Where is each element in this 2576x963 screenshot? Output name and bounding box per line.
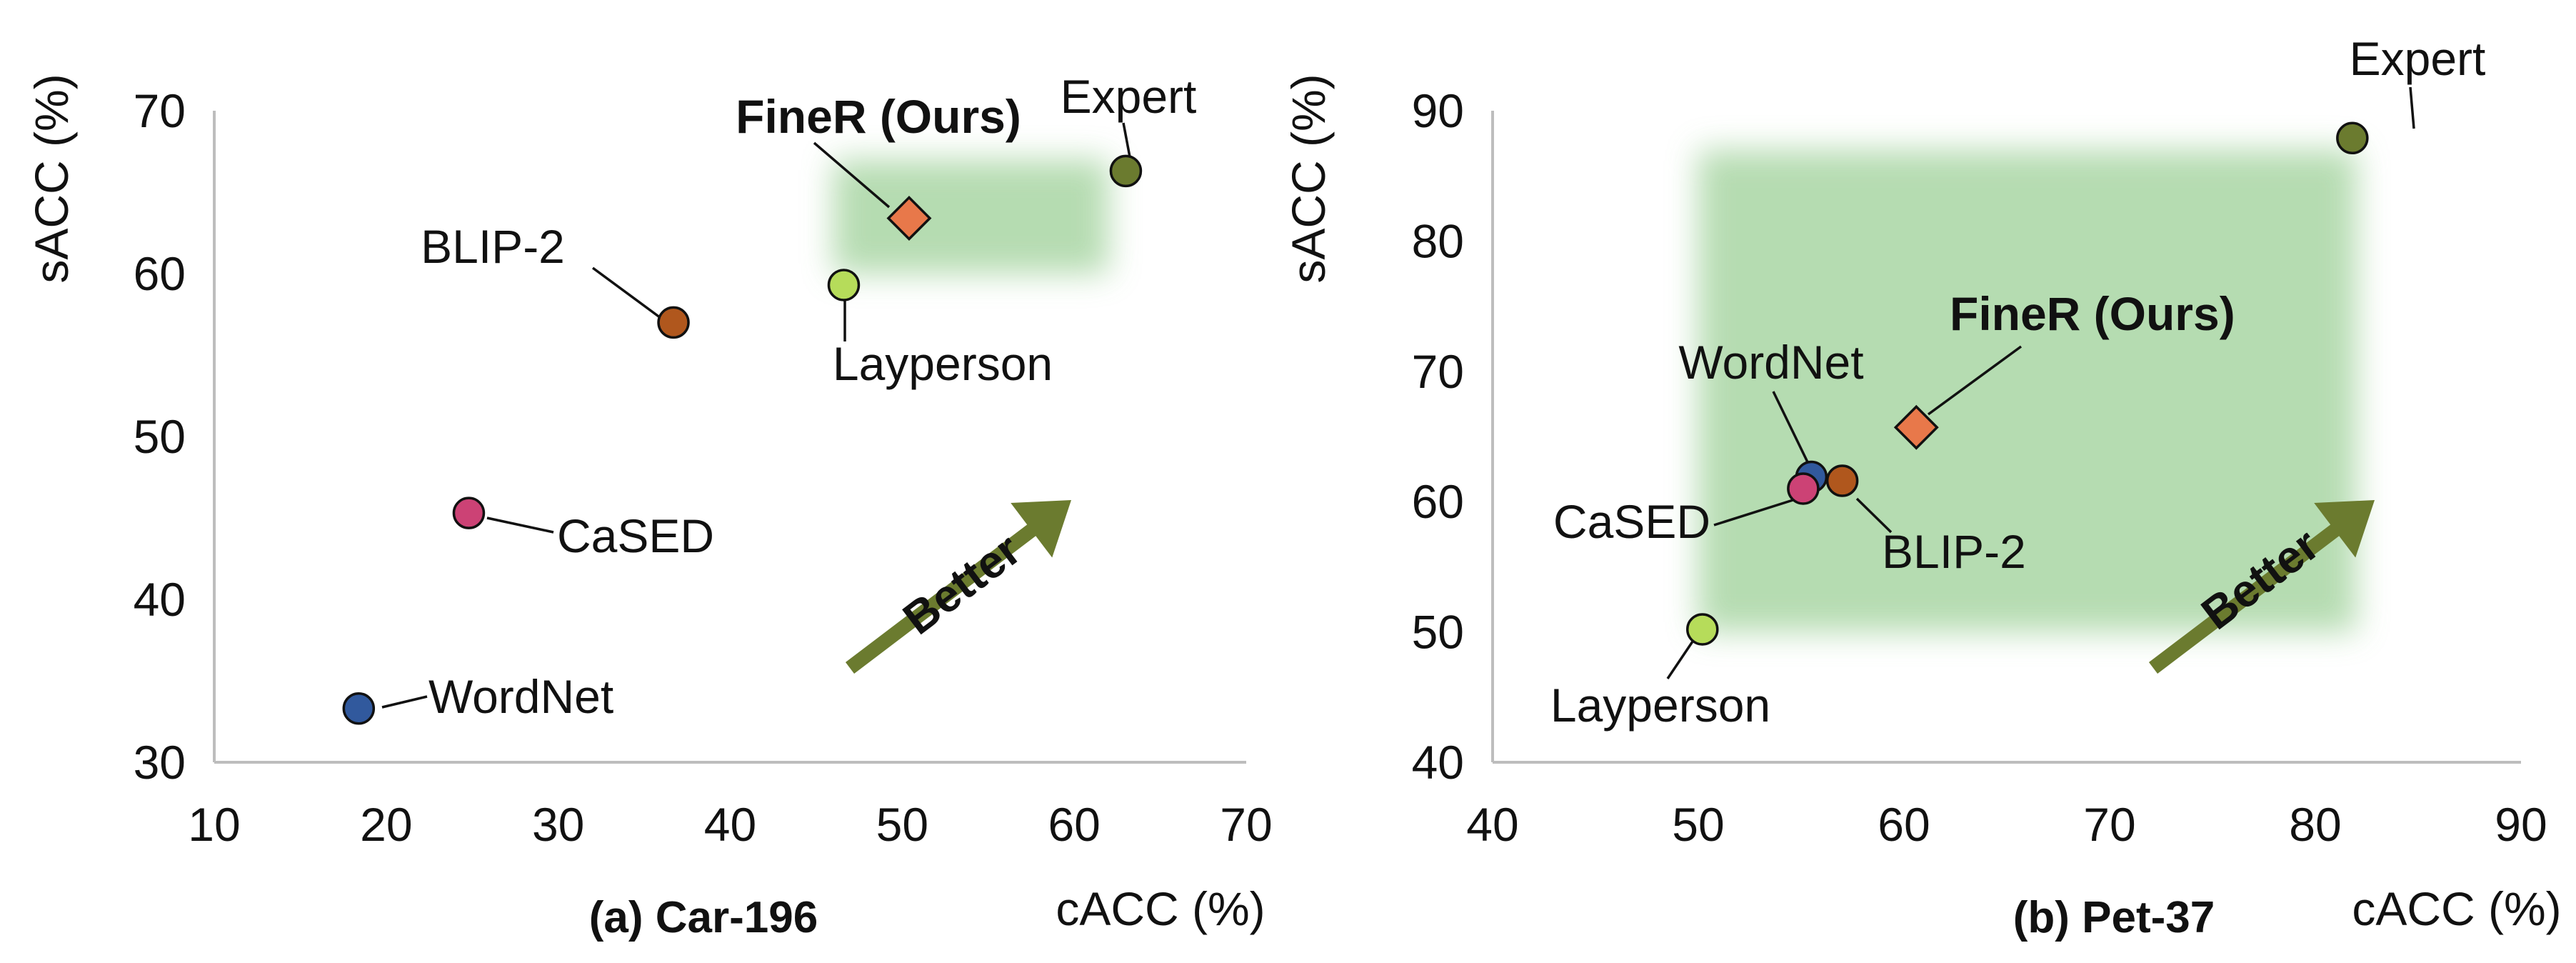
leader-line <box>2409 86 2415 129</box>
y-tick-label: 40 <box>1412 736 1464 789</box>
leader-line <box>1855 497 1893 534</box>
y-tick-label: 50 <box>1412 606 1464 659</box>
x-tick-label: 50 <box>1672 798 1724 851</box>
panel-caption: (b) Pet-37 <box>2013 893 2215 942</box>
x-axis-title: cACC (%) <box>1056 882 1265 935</box>
point-label: BLIP-2 <box>1882 525 2026 578</box>
point-label: CaSED <box>557 509 714 562</box>
x-tick-label: 40 <box>704 798 756 851</box>
better-region <box>833 159 1109 274</box>
better-arrow <box>845 500 1071 674</box>
y-tick-label: 60 <box>1412 475 1464 528</box>
point-label: WordNet <box>429 670 613 723</box>
panel-pet-37: 40 50 60 70 80 90 40 50 60 70 80 90 cACC (%) sACC (%)… <box>1282 32 2562 942</box>
point-marker <box>1825 464 1859 497</box>
y-tick-label: 30 <box>134 736 186 789</box>
x-axis-title: cACC (%) <box>2352 882 2561 935</box>
x-tick-label: 20 <box>360 798 412 851</box>
point-marker <box>886 196 932 241</box>
x-tick-label: 70 <box>1220 798 1272 851</box>
x-tick-label: 50 <box>876 798 928 851</box>
x-tick-label: 60 <box>1878 798 1930 851</box>
y-axis-title: sACC (%) <box>1282 74 1335 283</box>
point-label: FineR (Ours) <box>1950 287 2235 340</box>
x-tick-label: 40 <box>1466 798 1518 851</box>
leader-line <box>591 266 662 319</box>
point-label: WordNet <box>1678 336 1863 389</box>
x-tick-label: 90 <box>2495 798 2547 851</box>
point-marker <box>2336 121 2369 155</box>
y-tick-label: 80 <box>1412 214 1464 267</box>
point-label: Expert <box>1061 70 1197 123</box>
leader-line <box>486 517 554 534</box>
better-arrow <box>2148 500 2375 674</box>
leader-line <box>1772 391 1812 469</box>
x-tick-label: 70 <box>2083 798 2135 851</box>
leader-line <box>381 695 428 709</box>
point-label: Layperson <box>1550 679 1770 732</box>
x-tick-label: 10 <box>188 798 240 851</box>
better-label: Better <box>893 524 1030 644</box>
point-label: Layperson <box>833 337 1053 390</box>
leader-line <box>813 141 891 209</box>
point-marker <box>452 497 486 529</box>
point-label: FineR (Ours) <box>736 90 1021 143</box>
better-region <box>1698 149 2357 632</box>
point-marker <box>1686 613 1719 646</box>
y-axis-title: sACC (%) <box>25 74 78 283</box>
point-marker <box>1787 472 1820 505</box>
x-tick-label: 80 <box>2289 798 2341 851</box>
point-marker <box>1893 404 1939 450</box>
y-tick-label: 50 <box>134 410 186 463</box>
point-label: BLIP-2 <box>421 220 565 273</box>
panel-car-196: 10 20 30 40 50 60 70 30 40 50 60 70 cACC (%) sACC (%)… <box>25 70 1273 942</box>
y-tick-label: 70 <box>134 84 186 137</box>
leader-line <box>1927 345 2023 416</box>
point-marker <box>1109 154 1143 188</box>
panel-caption: (a) Car-196 <box>589 893 818 942</box>
leader-line <box>1713 497 1800 527</box>
leader-line <box>1122 122 1132 161</box>
y-tick-label: 60 <box>134 247 186 300</box>
leader-line <box>1666 641 1694 679</box>
point-label: CaSED <box>1553 495 1710 548</box>
y-tick-label: 40 <box>134 573 186 626</box>
y-tick-label: 90 <box>1412 84 1464 137</box>
point-marker <box>657 306 690 339</box>
point-marker <box>827 269 861 301</box>
x-tick-label: 60 <box>1048 798 1100 851</box>
y-tick-label: 70 <box>1412 345 1464 398</box>
point-label: Expert <box>2350 32 2486 85</box>
point-marker <box>342 692 376 725</box>
x-tick-label: 30 <box>532 798 584 851</box>
